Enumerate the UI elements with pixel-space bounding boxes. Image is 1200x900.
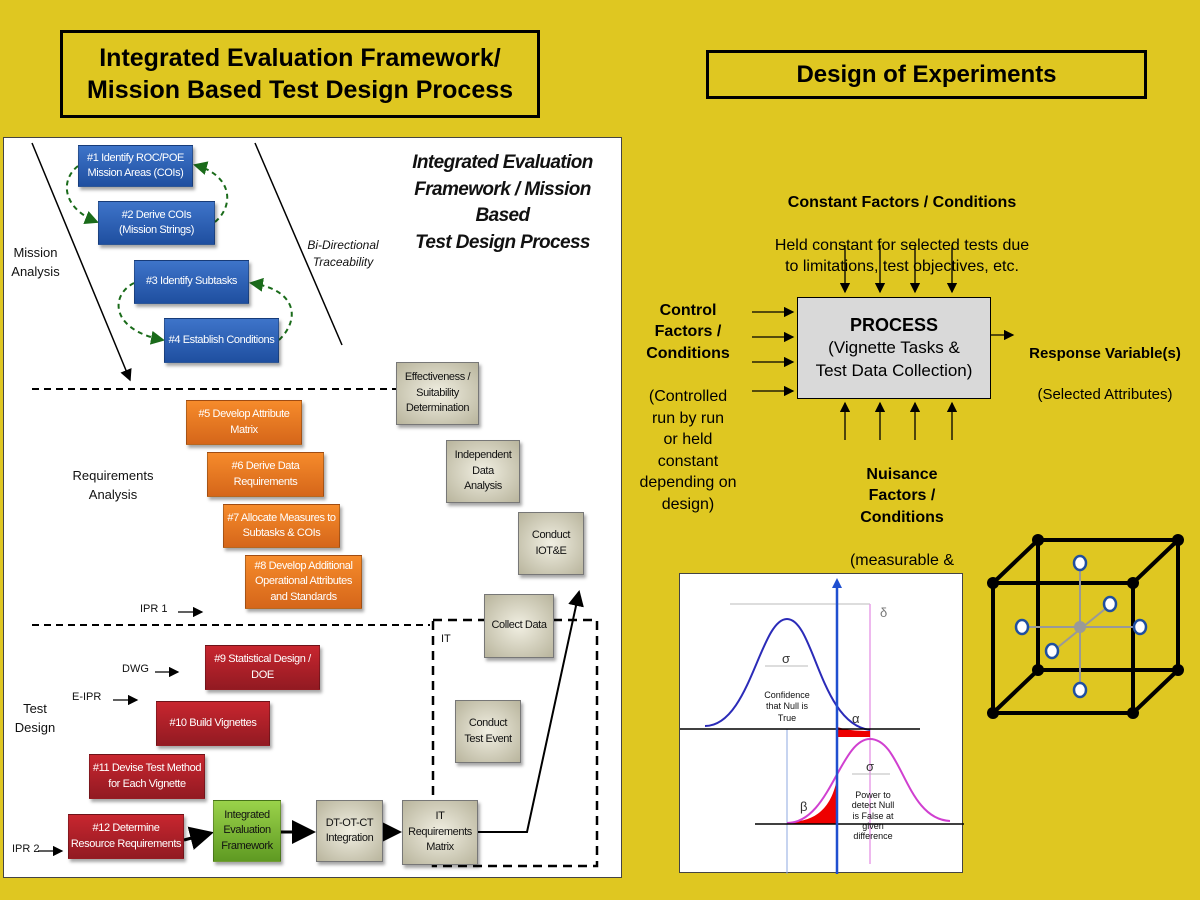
mission-diagonal-arrow — [31, 142, 132, 382]
loop-arrow — [65, 165, 99, 225]
it-label: IT — [441, 633, 451, 645]
collect-data-box[interactable]: Collect Data — [484, 594, 554, 658]
step-10-box[interactable]: #10 Build Vignettes — [156, 701, 270, 746]
right-title: Design of Experiments — [706, 50, 1147, 99]
step-2-box[interactable]: #2 Derive COIs (Mission Strings) — [98, 201, 215, 245]
step-9-box[interactable]: #9 Statistical Design / DOE — [205, 645, 320, 690]
left-title: Integrated Evaluation Framework/ Mission… — [60, 30, 540, 118]
loop-arrow — [193, 161, 229, 223]
process-box: PROCESS (Vignette Tasks & Test Data Coll… — [797, 297, 991, 399]
step-11-box[interactable]: #11 Devise Test Method for Each Vignette — [89, 754, 205, 799]
conduct-iote-box[interactable]: Conduct IOT&E — [518, 512, 584, 575]
response-variables: Response Variable(s) (Selected Attribute… — [1015, 324, 1195, 425]
ief-box[interactable]: Integrated Evaluation Framework — [213, 800, 281, 862]
traceability-diagonal — [254, 142, 343, 346]
phase-mission-analysis: Mission Analysis — [11, 245, 60, 279]
response-desc: (Selected Attributes) — [1037, 385, 1173, 403]
process-desc: (Vignette Tasks & Test Data Collection) — [815, 338, 973, 381]
traceability-label: Bi-Directional Traceability — [307, 238, 379, 270]
step-6-box[interactable]: #6 Derive Data Requirements — [207, 452, 324, 497]
alpha-label: α — [852, 711, 860, 726]
it-requirements-box[interactable]: IT Requirements Matrix — [402, 800, 478, 865]
panel-heading: Integrated Evaluation Framework / Missio… — [412, 152, 593, 253]
milestone-dwg: DWG — [122, 663, 149, 675]
constant-factors: Constant Factors / Conditions Held const… — [740, 170, 1064, 300]
step-5-box[interactable]: #5 Develop Attribute Matrix — [186, 400, 302, 445]
step-1-box[interactable]: #1 Identify ROC/POE Mission Areas (COIs) — [78, 145, 193, 187]
factorial-cube-icon — [991, 538, 1180, 715]
milestone-eipr: E-IPR — [72, 691, 102, 703]
process-title: PROCESS — [849, 314, 939, 335]
power-label: Power to detect Null is False at given d… — [851, 790, 895, 842]
milestone-ipr2: IPR 2 — [12, 843, 40, 855]
loop-arrow — [117, 282, 165, 345]
loop-arrow — [249, 277, 293, 341]
conduct-test-event-box[interactable]: Conduct Test Event — [455, 700, 521, 763]
constant-factors-desc: Held constant for selected tests due to … — [774, 236, 1030, 276]
independent-data-analysis-box[interactable]: Independent Data Analysis — [446, 440, 520, 503]
phase-test-design: Test Design — [14, 701, 56, 735]
phase-requirements-analysis: Requirements Analysis — [72, 468, 154, 502]
step-8-box[interactable]: #8 Develop Additional Operational Attrib… — [245, 555, 362, 609]
power-curves — [680, 578, 964, 874]
nuisance-title: Nuisance Factors / Conditions — [860, 465, 944, 526]
control-factors-title: Control Factors / Conditions — [646, 301, 730, 362]
step-4-box[interactable]: #4 Establish Conditions — [164, 318, 279, 363]
power-graph: δ σ σ α β Confidence that Null is True P… — [679, 573, 964, 874]
delta-label: δ — [880, 605, 888, 620]
step-12-box[interactable]: #12 Determine Resource Requirements — [68, 814, 184, 859]
sigma-label: σ — [782, 651, 791, 666]
control-factors: Control Factors / Conditions (Controlled… — [630, 278, 746, 537]
sigma-label: σ — [866, 759, 875, 774]
constant-factors-title: Constant Factors / Conditions — [787, 193, 1017, 211]
response-title: Response Variable(s) — [1029, 345, 1181, 363]
null-true-label: Confidence that Null is True — [764, 690, 810, 723]
effectiveness-box[interactable]: Effectiveness / Suitability Determinatio… — [396, 362, 479, 425]
milestone-ipr1: IPR 1 — [140, 603, 168, 615]
step-7-box[interactable]: #7 Allocate Measures to Subtasks & COIs — [223, 504, 340, 548]
step-3-box[interactable]: #3 Identify Subtasks — [134, 260, 249, 304]
beta-label: β — [800, 799, 808, 814]
dt-ot-ct-box[interactable]: DT-OT-CT Integration — [316, 800, 383, 862]
control-factors-desc: (Controlled run by run or held constant … — [639, 387, 737, 513]
feedback-arrow — [478, 590, 584, 833]
